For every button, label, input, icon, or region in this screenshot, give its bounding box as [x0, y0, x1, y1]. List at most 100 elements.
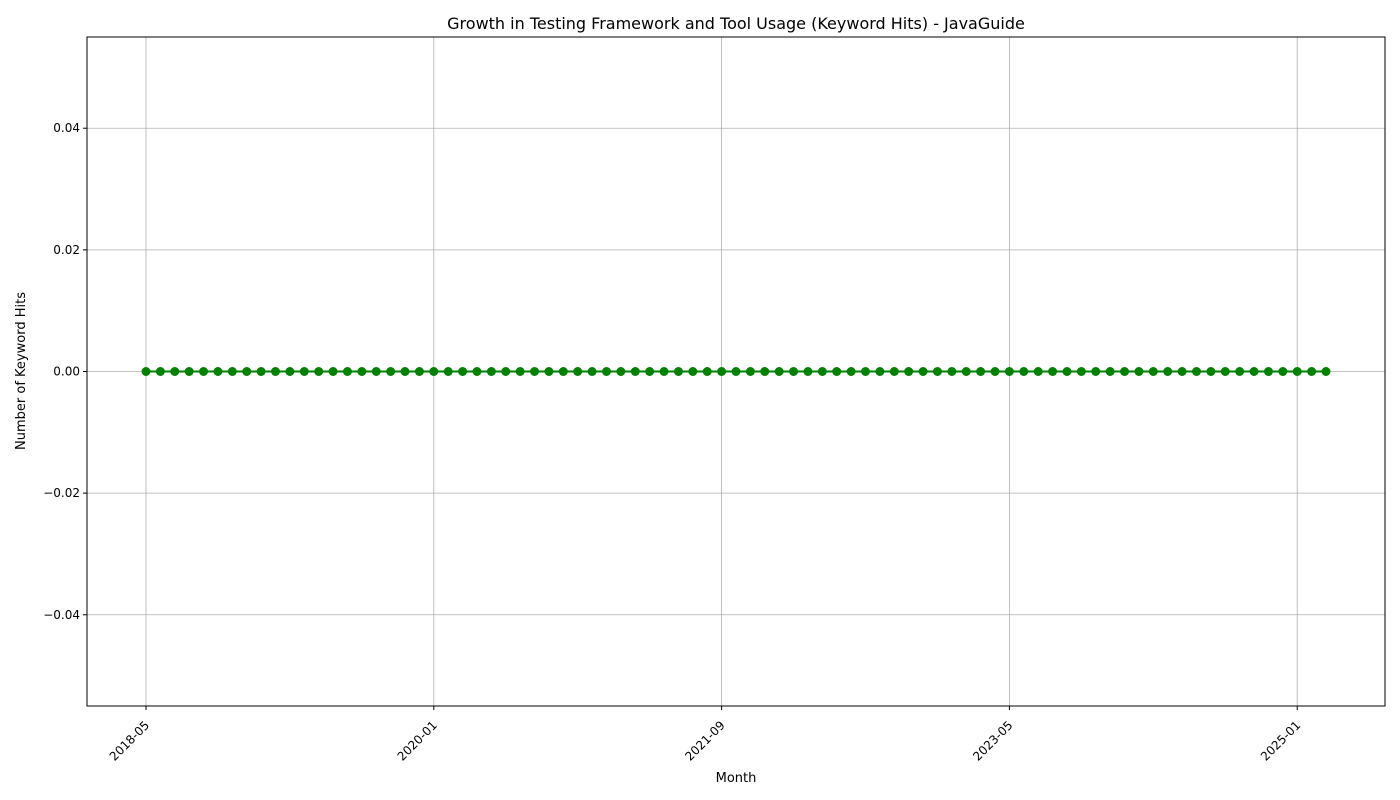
data-point: [875, 367, 885, 376]
data-point: [817, 367, 827, 376]
data-point: [1091, 367, 1101, 376]
data-point: [458, 367, 468, 376]
data-point: [616, 367, 626, 376]
data-point: [832, 367, 842, 376]
data-point: [530, 367, 540, 376]
y-tick-label: 0.04: [53, 121, 80, 135]
data-point: [889, 367, 899, 376]
data-point: [328, 367, 338, 376]
data-point: [256, 367, 266, 376]
data-point: [1220, 367, 1230, 376]
data-point: [1120, 367, 1130, 376]
data-point: [1249, 367, 1259, 376]
chart-title: Growth in Testing Framework and Tool Usa…: [447, 14, 1025, 33]
data-point: [314, 367, 324, 376]
data-point: [1062, 367, 1072, 376]
data-point: [544, 367, 554, 376]
data-point: [515, 367, 525, 376]
data-point: [659, 367, 669, 376]
data-point: [1148, 367, 1158, 376]
data-point: [486, 367, 496, 376]
data-point: [1004, 367, 1014, 376]
data-point: [1033, 367, 1043, 376]
data-point: [141, 367, 151, 376]
data-point: [386, 367, 396, 376]
data-point: [1278, 367, 1288, 376]
data-point: [846, 367, 856, 376]
data-point: [1235, 367, 1245, 376]
data-point: [371, 367, 381, 376]
data-point: [990, 367, 1000, 376]
y-axis-ticks: −0.04 −0.02 0.00 0.02 0.04: [43, 121, 87, 622]
data-point: [803, 367, 813, 376]
data-point: [861, 367, 871, 376]
data-point: [1177, 367, 1187, 376]
x-tick-label: 2021-09: [682, 718, 727, 763]
x-tick-label: 2020-01: [395, 718, 440, 763]
data-point: [271, 367, 281, 376]
y-tick-label: −0.02: [43, 486, 80, 500]
data-point: [558, 367, 568, 376]
data-point: [414, 367, 424, 376]
data-point: [1292, 367, 1302, 376]
data-point: [717, 367, 727, 376]
data-point: [155, 367, 165, 376]
series-line: [141, 367, 1331, 376]
data-point: [573, 367, 583, 376]
x-tick-label: 2018-05: [107, 718, 152, 763]
data-point: [601, 367, 611, 376]
data-point: [947, 367, 957, 376]
data-point: [357, 367, 367, 376]
data-point: [745, 367, 755, 376]
data-point: [789, 367, 799, 376]
y-axis-label: Number of Keyword Hits: [14, 292, 29, 450]
data-point: [731, 367, 741, 376]
data-point: [213, 367, 223, 376]
data-point: [429, 367, 439, 376]
x-tick-label: 2025-01: [1258, 718, 1303, 763]
data-point: [673, 367, 683, 376]
x-tick-label: 2023-05: [970, 718, 1015, 763]
data-point: [918, 367, 928, 376]
data-point: [170, 367, 180, 376]
data-point: [443, 367, 453, 376]
data-point: [760, 367, 770, 376]
data-point: [587, 367, 597, 376]
data-point: [961, 367, 971, 376]
data-point: [299, 367, 309, 376]
data-point: [932, 367, 942, 376]
data-point: [199, 367, 209, 376]
data-point: [1321, 367, 1331, 376]
data-point: [285, 367, 295, 376]
data-point: [630, 367, 640, 376]
data-point: [645, 367, 655, 376]
data-point: [1134, 367, 1144, 376]
data-point: [976, 367, 986, 376]
data-point: [1206, 367, 1216, 376]
data-point: [688, 367, 698, 376]
data-point: [1163, 367, 1173, 376]
y-tick-label: −0.04: [43, 608, 80, 622]
data-point: [501, 367, 511, 376]
data-point: [904, 367, 914, 376]
data-point: [400, 367, 410, 376]
data-point: [1307, 367, 1317, 376]
x-axis-ticks: 2018-05 2020-01 2021-09 2023-05 2025-01: [107, 706, 1303, 764]
data-point: [774, 367, 784, 376]
data-point: [702, 367, 712, 376]
x-axis-label: Month: [716, 771, 757, 786]
data-point: [472, 367, 482, 376]
data-point: [1191, 367, 1201, 376]
data-point: [1105, 367, 1115, 376]
data-point: [1048, 367, 1058, 376]
data-point: [242, 367, 252, 376]
data-point: [342, 367, 352, 376]
data-point: [184, 367, 194, 376]
data-point: [1263, 367, 1273, 376]
data-point: [227, 367, 237, 376]
y-tick-label: 0.00: [53, 365, 80, 379]
y-tick-label: 0.02: [53, 243, 80, 257]
data-point: [1019, 367, 1029, 376]
data-point: [1076, 367, 1086, 376]
